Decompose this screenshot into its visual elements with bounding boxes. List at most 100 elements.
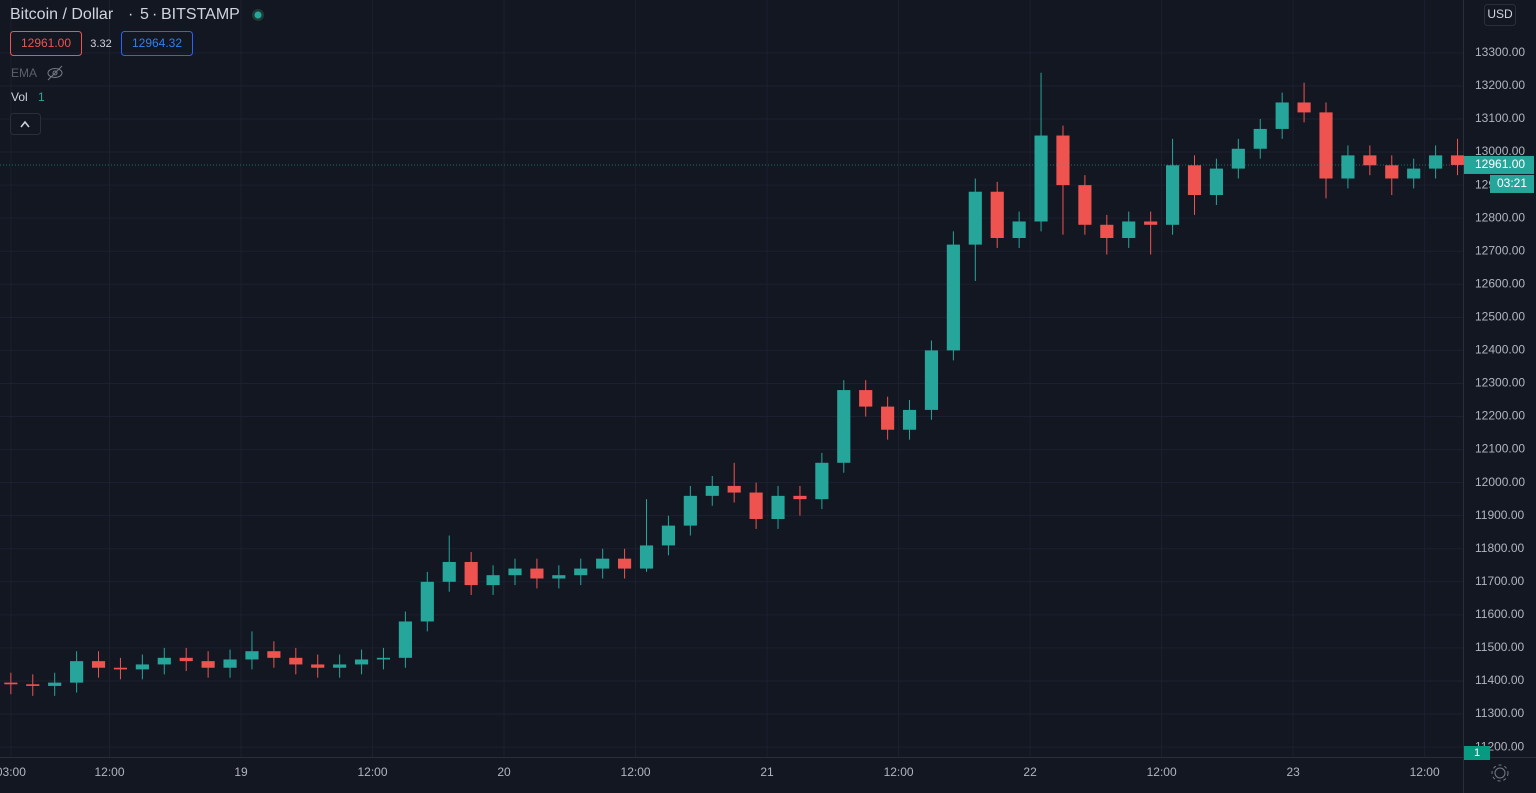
plot <box>4 72 1465 696</box>
interval: 5 <box>140 6 149 23</box>
candle-body <box>1144 221 1158 225</box>
y-tick-label: 12000.00 <box>1475 475 1525 489</box>
candle-body <box>1209 168 1223 196</box>
currency: USD <box>1487 7 1513 21</box>
candle-body <box>48 682 62 686</box>
candle-body <box>815 462 829 500</box>
candle-body <box>661 525 676 546</box>
x-tick-label: 20 <box>497 765 511 779</box>
y-tick-label: 11700.00 <box>1475 574 1524 588</box>
candle-body <box>1407 168 1421 179</box>
x-tick-label: 23 <box>1286 765 1300 779</box>
y-tick-label: 12300.00 <box>1475 376 1525 390</box>
y-tick-label: 12800.00 <box>1475 210 1525 224</box>
candle-body <box>70 661 84 683</box>
candle-body <box>881 406 895 430</box>
candle-body <box>968 191 982 245</box>
settings-icon[interactable] <box>1491 764 1509 782</box>
candle-body <box>267 651 281 658</box>
countdown-box <box>1490 174 1534 193</box>
candle-body <box>837 390 851 463</box>
y-tick-label: 12700.00 <box>1475 243 1525 257</box>
candle-body <box>1450 155 1465 165</box>
candle-body <box>1275 102 1289 129</box>
candle-body <box>574 568 588 576</box>
candle-body <box>530 568 544 579</box>
exchange: BITSTAMP <box>161 6 240 23</box>
candle-body <box>639 545 654 569</box>
candle-body <box>1034 135 1048 222</box>
spread: 3.32 <box>90 38 111 50</box>
last-price-label: 12961.00 <box>1475 157 1525 171</box>
candle-body <box>618 558 632 569</box>
y-tick-label: 11600.00 <box>1475 607 1524 621</box>
candle-body <box>946 244 960 351</box>
separator: · <box>152 6 157 23</box>
buy-box[interactable] <box>121 31 193 56</box>
x-tick-label: 12:00 <box>884 765 914 779</box>
y-tick-label: 13300.00 <box>1475 45 1525 59</box>
indicator-name: Vol <box>11 90 28 104</box>
currency-button[interactable] <box>1484 4 1516 26</box>
last-price-box <box>1464 155 1534 174</box>
volume-badge-value: 1 <box>1474 747 1480 759</box>
candle-body <box>859 390 873 407</box>
candle-body <box>683 495 697 526</box>
candle-body <box>464 561 478 586</box>
candle-body <box>705 485 719 496</box>
x-tick-label: 12:00 <box>1410 765 1440 779</box>
sell-box[interactable] <box>10 31 82 56</box>
candle-body <box>420 581 434 622</box>
candle-body <box>1253 128 1267 149</box>
x-tick-label: 12:00 <box>358 765 388 779</box>
candle-body <box>113 667 128 670</box>
candle-body <box>1231 148 1245 169</box>
y-tick-label: 13200.00 <box>1475 78 1525 92</box>
y-tick-label: 11400.00 <box>1475 673 1524 687</box>
y-tick-label: 11300.00 <box>1475 706 1524 720</box>
volume-badge <box>1464 746 1490 760</box>
candle-body <box>201 661 215 668</box>
y-tick-label: 13000.00 <box>1475 144 1525 158</box>
x-tick-label: 21 <box>760 765 774 779</box>
candle-body <box>1122 221 1136 239</box>
candle-body <box>1187 165 1202 196</box>
candle-body <box>26 684 40 686</box>
candle-body <box>1100 224 1114 239</box>
candle-body <box>376 657 391 660</box>
candle-body <box>245 651 259 660</box>
overlay: 12961.00 03:21 <box>0 155 1534 193</box>
candle-body <box>4 682 18 685</box>
candle-body <box>924 350 939 410</box>
candle-body <box>771 495 785 519</box>
indicator-value: 1 <box>38 90 45 104</box>
collapse-button[interactable] <box>10 113 41 135</box>
candle-body <box>902 409 917 430</box>
y-tick-label: 13100.00 <box>1475 111 1525 125</box>
candle-body <box>990 191 1004 239</box>
y-tick-label: 12100.00 <box>1475 442 1525 456</box>
y-tick-label: 12200.00 <box>1475 409 1525 423</box>
hidden-icon[interactable] <box>47 65 63 81</box>
candle-body <box>1429 155 1443 169</box>
candle-body <box>1363 155 1377 166</box>
candle-body <box>1319 112 1333 179</box>
candle-body <box>135 664 149 670</box>
x-tick-label: 12:00 <box>1147 765 1177 779</box>
candle-body <box>398 621 412 658</box>
countdown: 03:21 <box>1497 176 1527 190</box>
candle-body <box>354 659 369 665</box>
candle-body <box>1385 165 1399 179</box>
candle-body <box>793 495 807 500</box>
candle-body <box>1165 165 1180 225</box>
status-dot[interactable] <box>254 11 262 19</box>
y-tick-label: 12400.00 <box>1475 343 1525 357</box>
candle-body <box>289 657 303 665</box>
sell-price: 12961.00 <box>21 36 71 50</box>
candle-body <box>91 661 106 668</box>
candle-body <box>1341 155 1355 179</box>
candle-body <box>223 659 237 668</box>
collapse-icon <box>20 120 30 128</box>
